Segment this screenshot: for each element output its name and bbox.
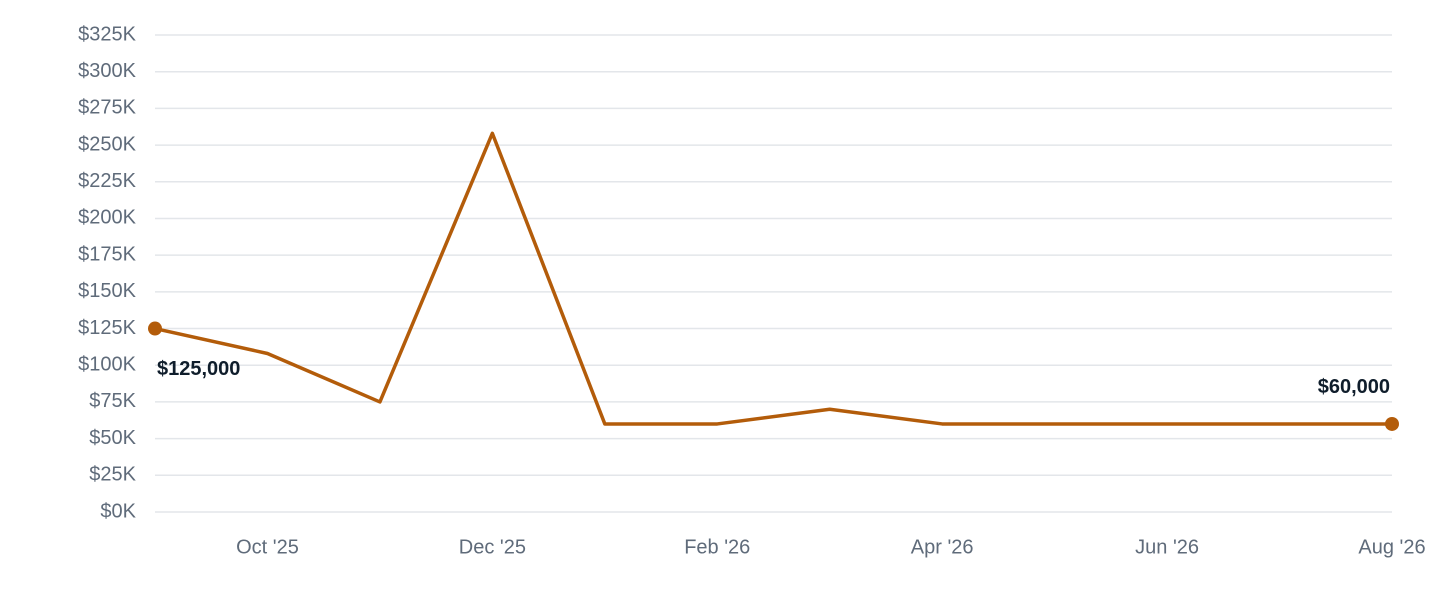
y-tick-label: $50K (89, 427, 136, 449)
y-tick-label: $225K (78, 170, 136, 192)
series-line (154, 131, 1392, 426)
y-tick-label: $175K (78, 243, 136, 265)
y-tick-label: $75K (89, 390, 136, 412)
y-tick-label: $275K (78, 97, 136, 119)
value-label: $125,000 (157, 358, 240, 380)
y-tick-label: $150K (78, 280, 136, 302)
value-label: $60,000 (1318, 376, 1390, 398)
x-tick-label: Apr '26 (911, 536, 974, 558)
x-tick-label: Aug '26 (1358, 536, 1425, 558)
y-tick-label: $325K (78, 23, 136, 45)
x-tick-label: Feb '26 (684, 536, 750, 558)
y-tick-label: $100K (78, 354, 136, 376)
y-tick-label: $200K (78, 207, 136, 229)
point-marker (148, 321, 162, 336)
y-tick-label: $250K (78, 133, 136, 155)
y-tick-label: $300K (78, 60, 136, 82)
x-tick-label: Dec '25 (459, 536, 526, 558)
y-tick-label: $125K (78, 317, 136, 339)
x-tick-label: Jun '26 (1135, 536, 1199, 558)
point-marker (1385, 416, 1399, 431)
x-tick-label: Oct '25 (236, 536, 299, 558)
y-tick-label: $25K (89, 464, 136, 486)
y-tick-label: $0K (100, 500, 136, 522)
